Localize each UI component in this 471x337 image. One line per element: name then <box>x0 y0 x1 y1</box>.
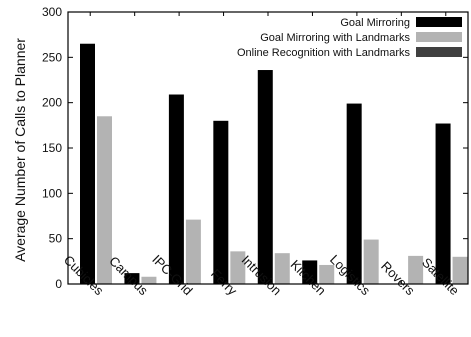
bar-ipc-grid-series-2 <box>185 219 201 284</box>
y-tick-label: 200 <box>42 96 62 110</box>
x-tick-label-campus: Campus <box>106 253 151 298</box>
legend: Goal Mirroring Goal Mirroring with Landma… <box>237 17 462 59</box>
legend-label-3: Online Recognition with Landmarks <box>237 47 411 59</box>
y-tick-label: 0 <box>55 277 62 291</box>
y-tick-label: 300 <box>42 5 62 19</box>
legend-label-1: Goal Mirroring <box>340 17 410 29</box>
y-tick-label: 250 <box>42 50 62 64</box>
y-tick-label: 150 <box>42 141 62 155</box>
legend-swatch-3 <box>416 47 462 57</box>
bar-satellite-series-1 <box>435 123 451 285</box>
bar-rovers-series-2 <box>408 255 424 284</box>
bar-campus-series-1 <box>124 273 140 284</box>
bar-ferry-series-2 <box>230 251 246 284</box>
y-axis-title: Average Number of Calls to Planner <box>12 38 28 262</box>
bar-ipc-grid-series-1 <box>168 94 184 284</box>
bar-kitchen-series-1 <box>302 260 318 284</box>
bar-campus-series-2 <box>141 276 157 284</box>
bar-cubicles-series-1 <box>80 43 95 285</box>
bar-ferry-series-1 <box>213 120 229 284</box>
legend-label-2: Goal Mirroring with Landmarks <box>260 32 410 44</box>
bar-satellite-series-2 <box>452 256 468 284</box>
bar-logistics-series-1 <box>346 103 362 284</box>
bar-intrusion-series-2 <box>274 253 290 284</box>
bars-layer <box>80 43 468 285</box>
bar-cubicles-series-2 <box>97 116 112 285</box>
bar-intrusion-series-1 <box>257 70 273 284</box>
legend-swatch-2 <box>416 32 462 42</box>
legend-swatch-1 <box>416 17 462 27</box>
bar-logistics-series-2 <box>363 239 379 284</box>
y-tick-label: 100 <box>42 186 62 200</box>
y-tick-label: 50 <box>49 232 63 246</box>
bar-kitchen-series-2 <box>319 264 335 284</box>
plot-frame <box>67 11 469 285</box>
